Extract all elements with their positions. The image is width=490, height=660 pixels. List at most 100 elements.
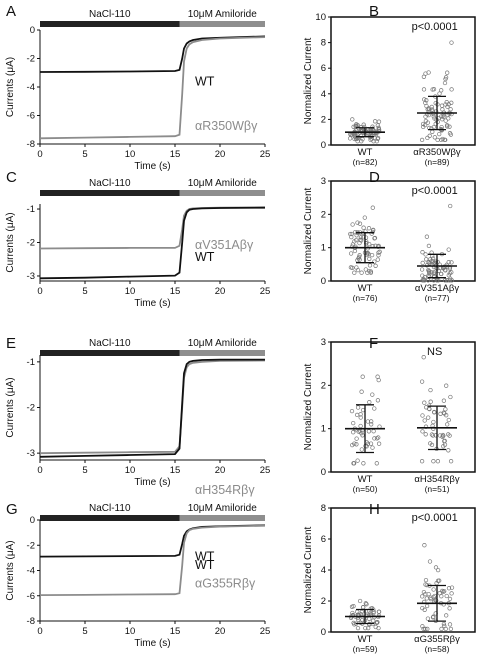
y-tick-label: 3 (321, 337, 326, 348)
data-point (355, 625, 361, 631)
data-point (447, 596, 453, 602)
data-point (350, 265, 355, 270)
data-point (424, 257, 429, 262)
data-point (367, 263, 373, 268)
data-point (420, 429, 425, 434)
data-point (431, 270, 437, 275)
panel-a: A NaCl-110 10μM Amiloride 0 5 10 15 20 25 0 -2 -4 -6… (5, 3, 270, 172)
x-tick-label: 5 (82, 626, 87, 637)
group-label: αG355Rβγ (414, 634, 460, 645)
y-tick-label: 1 (321, 424, 326, 435)
data-point (354, 442, 359, 447)
data-point (441, 444, 446, 449)
data-point (369, 419, 374, 424)
data-point (421, 87, 427, 92)
data-point (367, 241, 372, 247)
data-point (443, 407, 448, 412)
data-point (422, 418, 427, 423)
plot-frame (330, 341, 476, 473)
data-point (432, 116, 437, 121)
data-point (448, 203, 453, 209)
y-tick-label: -6 (27, 111, 35, 122)
data-point (446, 116, 451, 121)
data-point (429, 432, 435, 437)
data-point (355, 258, 360, 263)
data-point (443, 102, 448, 107)
data-point (374, 461, 379, 466)
data-point (375, 257, 380, 262)
data-point (348, 251, 354, 256)
data-point (449, 100, 454, 105)
trace-mutant (39, 524, 266, 596)
data-point (363, 601, 368, 606)
data-point (370, 228, 376, 233)
data-point (376, 250, 381, 255)
data-point (366, 226, 372, 231)
panel-d: D 0 1 2 3 Normalized Current p<0.0001 WT(n=76) α… (303, 169, 476, 303)
data-point (437, 91, 442, 96)
data-point (422, 543, 427, 548)
data-point (352, 622, 357, 627)
data-point (422, 278, 427, 283)
data-point (427, 133, 432, 138)
data-point (443, 76, 448, 82)
data-point (355, 267, 361, 273)
x-tick-label: 5 (82, 286, 87, 297)
data-point (444, 100, 449, 105)
data-point (423, 591, 428, 597)
series-label: αV351Aβγ (195, 238, 254, 252)
data-point (426, 415, 431, 420)
data-point (429, 270, 434, 275)
x-tick-label: 5 (82, 149, 87, 160)
data-point (442, 411, 447, 416)
data-point (421, 355, 426, 360)
data-point (421, 124, 426, 130)
x-axis-label: Time (s) (134, 298, 170, 309)
y-tick-label: 2 (321, 596, 326, 607)
data-point (363, 235, 369, 240)
data-point (366, 429, 372, 434)
data-point (357, 253, 362, 258)
group-label: αR350Wβγ (413, 147, 461, 158)
plot-frame (330, 16, 476, 146)
data-point (447, 606, 452, 611)
trace-mutant (39, 36, 266, 140)
group-count: (n=77) (425, 293, 450, 303)
y-tick-label: 0 (30, 25, 35, 36)
data-point (444, 613, 449, 618)
data-point (431, 614, 436, 619)
x-tick-label: 0 (37, 286, 42, 297)
series-label: WT (195, 250, 215, 264)
data-point (372, 119, 378, 124)
nacl-bar (40, 190, 180, 196)
data-point (439, 124, 444, 130)
panel-letter: B (369, 3, 379, 20)
data-point (350, 242, 356, 247)
series-label: αR350Wβγ (195, 119, 258, 133)
data-point (364, 602, 369, 607)
data-point (374, 620, 379, 625)
data-point (355, 220, 360, 225)
data-point (350, 222, 355, 227)
y-axis-label: Normalized Current (303, 363, 314, 450)
data-point (439, 137, 444, 143)
y-tick-label: -8 (27, 139, 35, 150)
data-point (351, 461, 357, 466)
data-point (446, 417, 451, 423)
x-axis-label: Time (s) (134, 477, 170, 488)
y-tick-label: 4 (321, 565, 326, 576)
data-point (437, 131, 442, 137)
data-point (370, 392, 375, 397)
amiloride-bar (179, 515, 265, 521)
series-label: αH354Rβγ (195, 483, 255, 497)
group-label: αV351Aβγ (415, 283, 459, 294)
data-point (363, 625, 368, 631)
data-point (449, 260, 454, 265)
y-tick-label: 2 (321, 114, 326, 125)
data-point (373, 624, 378, 630)
data-point (362, 215, 367, 220)
data-point (352, 441, 357, 446)
data-point (429, 104, 434, 110)
data-point (374, 436, 380, 441)
